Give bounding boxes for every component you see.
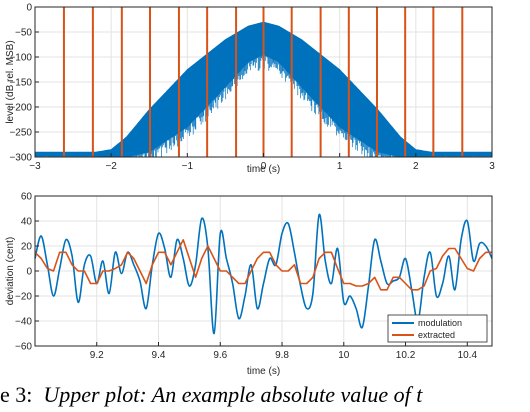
upper-plot-markers bbox=[62, 7, 464, 157]
y-tick-label: −50 bbox=[15, 28, 32, 39]
y-tick-label: −100 bbox=[9, 53, 32, 64]
x-tick-label: 10 bbox=[338, 350, 350, 361]
x-tick-label: −2 bbox=[105, 161, 117, 172]
x-tick-label: 10.4 bbox=[458, 350, 478, 361]
x-tick-label: 10.2 bbox=[396, 350, 416, 361]
extracted-line bbox=[34, 239, 492, 291]
figure-caption: e 3: Upper plot: An example absolute val… bbox=[0, 377, 530, 412]
x-tick-label: −1 bbox=[182, 161, 194, 172]
x-tick-label: 3 bbox=[489, 161, 495, 172]
y-tick-label: −60 bbox=[15, 342, 32, 353]
caption-prefix: e 3: bbox=[0, 382, 33, 407]
x-tick-label: 1 bbox=[337, 161, 343, 172]
figure: −3 −2 −1 0 1 2 30−50−100−150−200−250−300 time … bbox=[5, 2, 496, 377]
x-tick-label: 9.8 bbox=[275, 350, 289, 361]
lower-plot-xlabel: time (s) bbox=[247, 366, 280, 377]
legend-box bbox=[387, 314, 488, 343]
legend-label-extracted: extracted bbox=[418, 330, 455, 340]
x-tick-label: 2 bbox=[413, 161, 419, 172]
y-tick-label: −150 bbox=[9, 78, 32, 89]
x-tick-label: 9.4 bbox=[152, 350, 166, 361]
lower-plot-ylabel: deviation (cent) bbox=[5, 237, 16, 305]
caption-text: Upper plot: An example absolute value of… bbox=[43, 382, 423, 407]
y-tick-label: −250 bbox=[9, 128, 32, 139]
lower-plot-ticks: 9.2 9.4 9.6 9.8 10 10.2 10.4 60 40 20 0 −20 −40 −60 bbox=[15, 192, 477, 362]
x-tick-label: 9.6 bbox=[213, 350, 227, 361]
x-tick-label: −3 bbox=[29, 161, 41, 172]
lower-plot: 9.2 9.4 9.6 9.8 10 10.2 10.4 60 40 20 0 −20 −40 −60 t… bbox=[5, 192, 493, 377]
x-tick-label: 0 bbox=[261, 161, 267, 172]
y-tick-label: 40 bbox=[21, 217, 33, 228]
y-tick-label: 20 bbox=[21, 242, 33, 253]
modulation-line bbox=[34, 213, 493, 335]
legend: modulation extracted bbox=[387, 314, 488, 343]
legend-label-modulation: modulation bbox=[418, 318, 462, 328]
y-tick-label: 0 bbox=[26, 3, 32, 14]
y-tick-label: 0 bbox=[26, 267, 32, 278]
y-tick-label: −200 bbox=[9, 103, 32, 114]
x-tick-label: 9.2 bbox=[90, 350, 104, 361]
upper-plot-ylabel: level (dB rel. MSB) bbox=[5, 40, 16, 123]
upper-plot: −3 −2 −1 0 1 2 3 0 −50 −100 −150 −200 −250 −300 time … bbox=[5, 3, 495, 176]
y-tick-label: −300 bbox=[9, 153, 32, 164]
upper-plot-xlabel: time (s) bbox=[247, 164, 280, 175]
y-tick-label: 60 bbox=[21, 192, 33, 203]
y-tick-label: −40 bbox=[15, 317, 32, 328]
upper-plot-ticks: −3 −2 −1 0 1 2 3 0 −50 −100 −150 −200 −250 −300 bbox=[9, 3, 495, 173]
y-tick-label: −20 bbox=[15, 292, 32, 303]
